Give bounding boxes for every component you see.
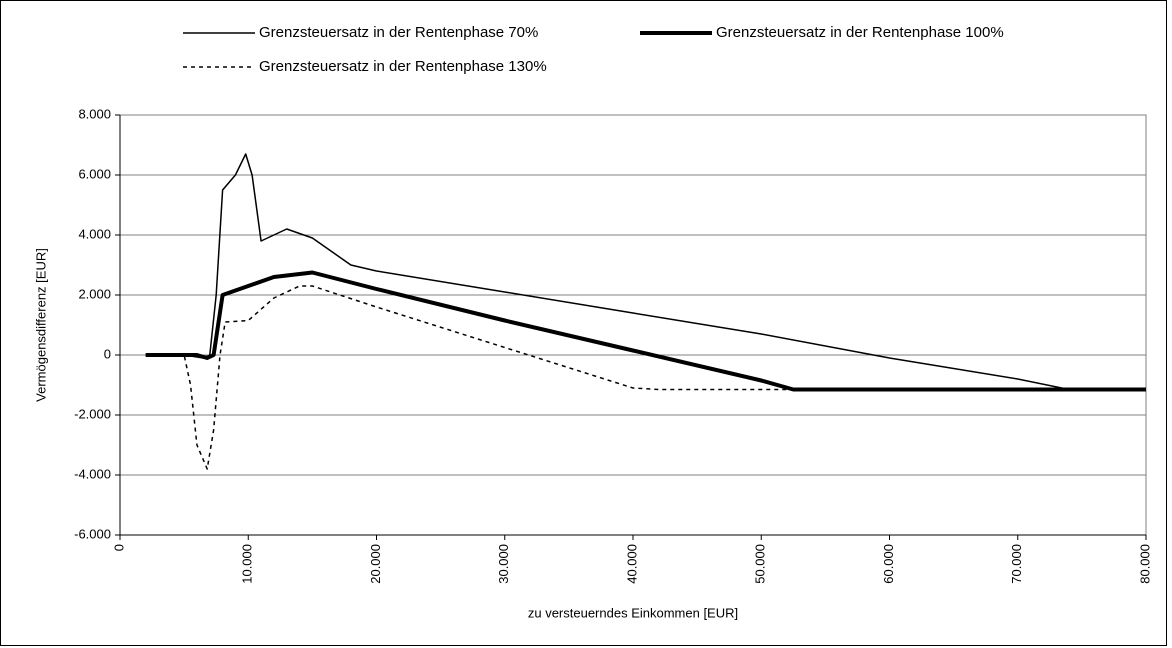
y-tick-label: 2.000 bbox=[78, 286, 111, 301]
y-tick-label: -4.000 bbox=[74, 466, 111, 481]
x-axis-label: zu versteuerndes Einkommen [EUR] bbox=[528, 605, 738, 620]
series-line bbox=[145, 285, 794, 470]
x-tick-label: 70.000 bbox=[1009, 544, 1024, 584]
y-axis-label: Vermögensdifferenz [EUR] bbox=[33, 248, 48, 402]
x-tick-label: 60.000 bbox=[881, 544, 896, 584]
x-tick-label: 30.000 bbox=[496, 544, 511, 584]
y-tick-label: -2.000 bbox=[74, 406, 111, 421]
legend: Grenzsteuersatz in der Rentenphase 70% Gr… bbox=[183, 24, 1004, 75]
legend-label: Grenzsteuersatz in der Rentenphase 130% bbox=[259, 58, 547, 75]
series-line bbox=[145, 153, 1146, 391]
y-tick-label: 4.000 bbox=[78, 226, 111, 241]
x-tick-label: 80.000 bbox=[1137, 544, 1152, 584]
y-tick-label: 0 bbox=[104, 346, 111, 361]
x-tick-label: 40.000 bbox=[624, 544, 639, 584]
plot-area bbox=[119, 114, 1147, 536]
x-tick-label: 10.000 bbox=[240, 544, 255, 584]
x-tick-label: 50.000 bbox=[753, 544, 768, 584]
y-tick-label: 6.000 bbox=[78, 166, 111, 181]
series-line bbox=[145, 270, 1146, 392]
x-tick-label: 0 bbox=[111, 544, 126, 551]
y-tick-label: 8.000 bbox=[78, 106, 111, 121]
legend-label: Grenzsteuersatz in der Rentenphase 70% bbox=[259, 24, 538, 41]
legend-label: Grenzsteuersatz in der Rentenphase 100% bbox=[716, 24, 1004, 41]
y-tick-label: -6.000 bbox=[74, 526, 111, 541]
x-tick-label: 20.000 bbox=[368, 544, 383, 584]
